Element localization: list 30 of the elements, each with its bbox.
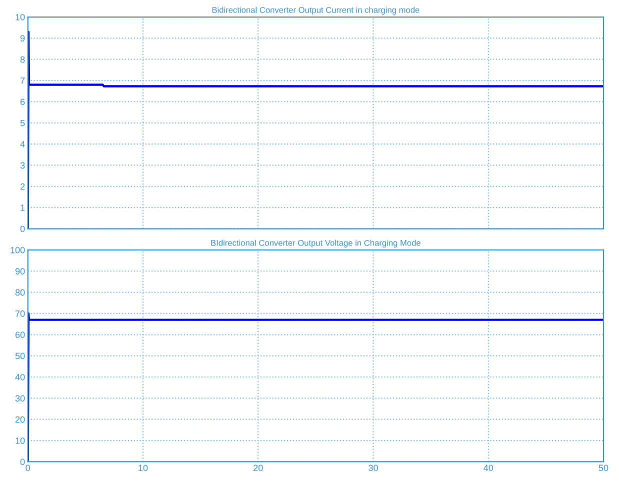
x-tick-label: 10 bbox=[138, 464, 148, 472]
y-tick-label: 70 bbox=[16, 310, 25, 317]
y-tick-label: 100 bbox=[10, 246, 25, 254]
y-tick-label: 80 bbox=[15, 289, 25, 296]
y-tick-label: 0 bbox=[20, 458, 25, 466]
y-tick-label: 7 bbox=[20, 78, 25, 84]
y-tick-label: 40 bbox=[15, 374, 25, 380]
y-tick-label: 10 bbox=[16, 14, 25, 20]
y-tick-label: 2 bbox=[20, 183, 25, 190]
y-tick-label: 60 bbox=[15, 332, 25, 338]
y-tick-label: 4 bbox=[20, 141, 25, 148]
y-tick-label: 9 bbox=[20, 35, 25, 42]
y-tick-label: 90 bbox=[15, 268, 25, 274]
x-tick-label: 50 bbox=[598, 464, 608, 472]
y-tick-label: 20 bbox=[15, 416, 25, 423]
y-tick-label: 50 bbox=[15, 352, 25, 360]
y-tick-label: 10 bbox=[16, 437, 25, 444]
y-tick-label: 0 bbox=[20, 226, 25, 232]
y-tick-label: 5 bbox=[20, 120, 25, 126]
x-tick-label: 30 bbox=[368, 464, 378, 472]
x-tick-label: 0 bbox=[26, 464, 30, 472]
y-tick-label: 6 bbox=[20, 98, 25, 106]
chart-title: BIdirectional Converter Output Voltage in Charging Mode bbox=[211, 240, 420, 248]
y-tick-label: 8 bbox=[20, 56, 25, 63]
x-tick-label: 40 bbox=[484, 464, 494, 472]
y-tick-label: 30 bbox=[15, 395, 25, 402]
chart-title: Bidirectional Converter Output Current in charging mode bbox=[212, 6, 420, 15]
y-tick-label: 3 bbox=[20, 162, 25, 169]
y-tick-label: 1 bbox=[20, 204, 25, 211]
x-tick-label: 20 bbox=[254, 464, 263, 472]
